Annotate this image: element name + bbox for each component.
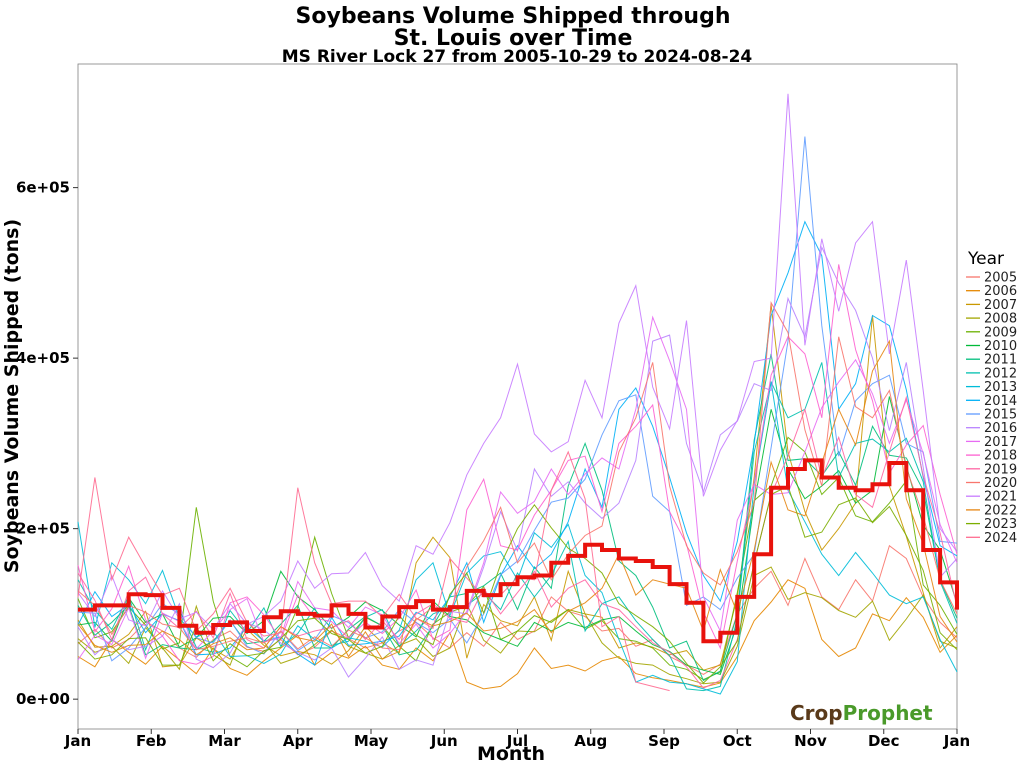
series-line-2019 [77, 395, 958, 689]
legend-title: Year [967, 249, 1004, 269]
legend-label-2022: 2022 [984, 503, 1017, 518]
legend-label-2009: 2009 [984, 325, 1017, 340]
series-line-2005 [77, 544, 958, 675]
logo-text: CropProphet [790, 701, 933, 725]
series-line-2020 [77, 301, 958, 651]
series-line-2018 [77, 264, 958, 665]
x-axis-title: Month [477, 743, 545, 765]
x-tick-label: Mar [208, 732, 241, 750]
y-tick-label: 4e+05 [16, 349, 70, 367]
legend-label-2023: 2023 [984, 517, 1017, 532]
y-axis-title: Soybeans Volume Shipped (tons) [1, 219, 23, 573]
x-axis-ticks: Jan Feb Mar Apr May Jun Jul Aug Sep Oct Nov Dec Jan [64, 729, 970, 750]
legend-label-2019: 2019 [984, 462, 1017, 477]
cropprophet-logo: CropProphet [790, 701, 933, 725]
legend: Year 20052006200720082009201020112012201… [966, 249, 1017, 546]
x-tick-label: May [354, 732, 389, 750]
x-tick-label: Jul [506, 732, 528, 750]
x-tick-label: Dec [868, 732, 900, 750]
y-tick-label: 2e+05 [16, 520, 70, 538]
x-tick-label: Aug [574, 732, 607, 750]
legend-label-2005: 2005 [984, 271, 1017, 286]
legend-label-2017: 2017 [984, 435, 1017, 450]
x-tick-label: Jan [64, 732, 91, 750]
legend-label-2015: 2015 [984, 408, 1017, 423]
x-tick-label: Jan [943, 732, 970, 750]
series-line-2015 [77, 136, 958, 662]
chart-title: Soybeans Volume Shipped through [296, 4, 731, 29]
x-tick-label: Oct [723, 732, 752, 750]
series-line-2009 [77, 436, 958, 681]
legend-label-2018: 2018 [984, 449, 1017, 464]
x-tick-label: Sep [648, 732, 680, 750]
y-tick-label: 0e+00 [16, 690, 70, 708]
series-line-2021 [77, 93, 958, 631]
logo-text-crop: Crop [790, 701, 843, 725]
legend-label-2011: 2011 [984, 353, 1017, 368]
series-line-2022 [77, 339, 958, 660]
x-tick-label: Apr [283, 732, 313, 750]
legend-label-2012: 2012 [984, 366, 1017, 381]
series-line-2024 [77, 450, 670, 692]
y-tick-label: 6e+05 [16, 179, 70, 197]
legend-entries: 2005200620072008200920102011201220132014… [966, 271, 1017, 546]
legend-label-2016: 2016 [984, 421, 1017, 436]
y-axis-ticks: 0e+00 2e+05 4e+05 6e+05 [16, 179, 78, 708]
series-line-2007 [77, 304, 958, 671]
average-line [78, 458, 959, 644]
series-line-2017 [77, 315, 958, 661]
legend-label-2020: 2020 [984, 476, 1017, 491]
legend-label-2008: 2008 [984, 312, 1017, 327]
legend-label-2006: 2006 [984, 284, 1017, 299]
chart-title-line2: St. Louis over Time [394, 26, 633, 51]
x-tick-label: Feb [136, 732, 167, 750]
logo-text-prophet: Prophet [843, 701, 933, 725]
legend-label-2021: 2021 [984, 490, 1017, 505]
legend-label-2024: 2024 [984, 531, 1017, 546]
legend-label-2010: 2010 [984, 339, 1017, 354]
x-tick-label: Jun [430, 732, 458, 750]
average-series [78, 458, 959, 644]
legend-label-2007: 2007 [984, 298, 1017, 313]
x-tick-label: Nov [794, 732, 827, 750]
chart-subtitle: MS River Lock 27 from 2005-10-29 to 2024… [282, 47, 753, 67]
legend-label-2014: 2014 [984, 394, 1017, 409]
legend-label-2013: 2013 [984, 380, 1017, 395]
series-line-2023 [77, 485, 958, 684]
